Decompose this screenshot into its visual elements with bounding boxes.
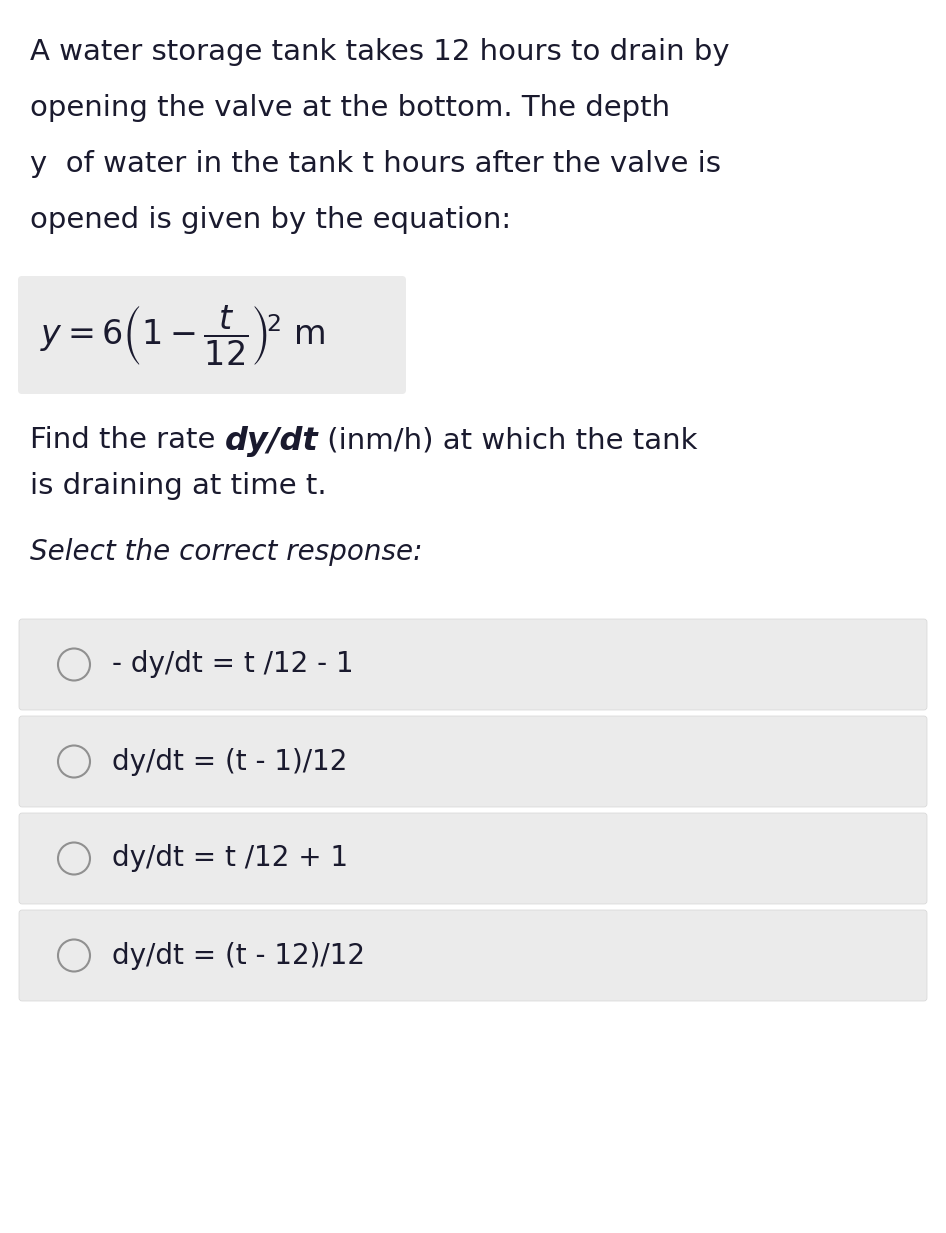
Text: Find the rate: Find the rate xyxy=(30,425,224,454)
Text: y  of water in the tank t hours after the valve is: y of water in the tank t hours after the… xyxy=(30,150,721,178)
Text: $y = 6\left(1 - \dfrac{t}{12}\right)^{\!2}\ \mathrm{m}$: $y = 6\left(1 - \dfrac{t}{12}\right)^{\!… xyxy=(40,303,324,367)
Text: dy/dt = (t - 12)/12: dy/dt = (t - 12)/12 xyxy=(112,942,365,969)
Text: is draining at time t.: is draining at time t. xyxy=(30,472,326,501)
FancyBboxPatch shape xyxy=(19,619,927,710)
Text: Find the rate: Find the rate xyxy=(30,425,224,454)
Text: Select the correct response:: Select the correct response: xyxy=(30,538,423,566)
FancyBboxPatch shape xyxy=(18,276,406,395)
Text: opening the valve at the bottom. The depth: opening the valve at the bottom. The dep… xyxy=(30,94,670,122)
Text: A water storage tank takes 12 hours to drain by: A water storage tank takes 12 hours to d… xyxy=(30,38,729,67)
FancyBboxPatch shape xyxy=(19,716,927,808)
Text: (inm/h) at which the tank: (inm/h) at which the tank xyxy=(318,425,698,454)
FancyBboxPatch shape xyxy=(19,813,927,904)
Text: dy/dt = t /12 + 1: dy/dt = t /12 + 1 xyxy=(112,845,348,873)
Text: opened is given by the equation:: opened is given by the equation: xyxy=(30,206,511,234)
Text: dy/dt: dy/dt xyxy=(224,425,318,457)
Text: - dy/dt = t /12 - 1: - dy/dt = t /12 - 1 xyxy=(112,651,354,678)
Text: dy/dt = (t - 1)/12: dy/dt = (t - 1)/12 xyxy=(112,747,347,776)
FancyBboxPatch shape xyxy=(19,910,927,1001)
